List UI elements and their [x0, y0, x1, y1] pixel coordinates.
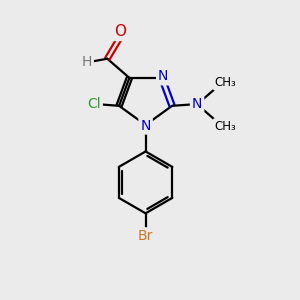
Text: O: O: [115, 24, 127, 39]
Text: Cl: Cl: [87, 98, 101, 111]
Text: CH₃: CH₃: [215, 120, 236, 133]
Text: N: N: [158, 69, 168, 83]
Text: CH₃: CH₃: [215, 76, 236, 89]
Text: N: N: [140, 118, 151, 133]
Text: H: H: [82, 55, 92, 69]
Text: Br: Br: [138, 229, 153, 243]
Text: N: N: [192, 98, 202, 111]
